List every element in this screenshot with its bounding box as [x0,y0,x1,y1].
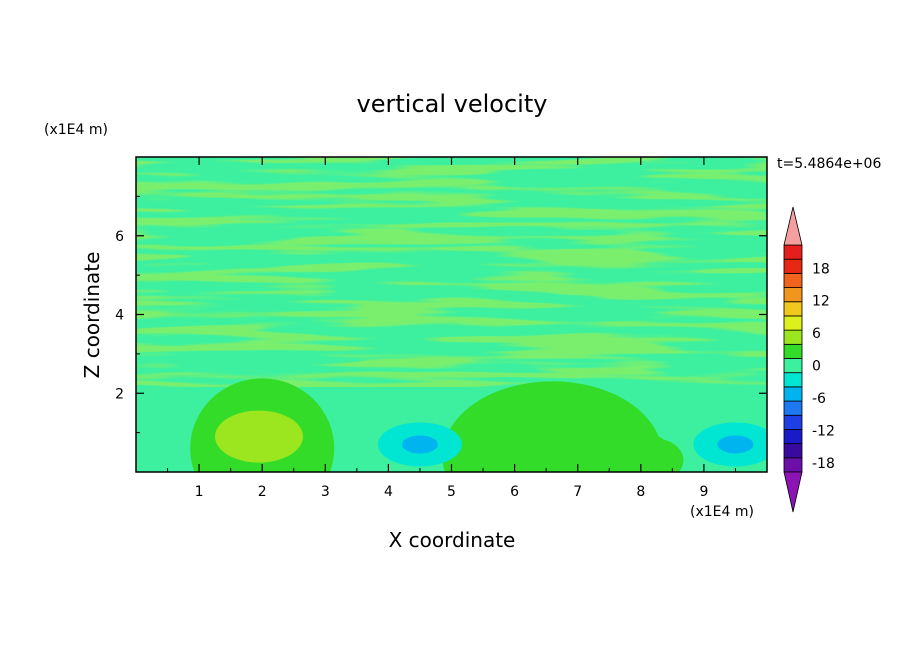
colorbar-swatch [783,244,803,260]
x-tick-label: 9 [699,484,708,500]
x-tick-label: 3 [321,484,330,500]
x-axis-label: X coordinate [389,528,516,552]
colorbar-swatch [783,372,803,388]
x-tick-label: 8 [636,484,645,500]
colorbar-tick-label: -6 [812,391,826,407]
colorbar-tick-label: -12 [812,423,835,439]
colorbar-swatch [783,443,803,459]
green-bands [136,157,767,387]
colorbar-swatch [783,414,803,430]
y-tick-label: 4 [115,308,124,324]
x-tick-label: 4 [384,484,393,500]
colorbar-swatch [783,358,803,374]
colorbar-tick-label: 18 [812,261,830,277]
x-tick-label: 1 [195,484,204,500]
x-tick-label: 7 [573,484,582,500]
x-tick-label: 2 [258,484,267,500]
updraft-core [485,434,518,463]
colorbar-swatch [783,258,803,274]
x-axis: 1 2 3 4 5 6 7 8 9 [167,157,736,500]
colorbar-swatch [783,429,803,445]
colorbar-tick-label: 0 [812,359,821,375]
colorbar-swatch [783,272,803,288]
colorbar-swatch [783,386,803,402]
chart-title: vertical velocity [357,90,548,118]
updraft-core [637,446,670,472]
colorbar: 18 12 6 0 -6 -12 -18 [783,206,835,513]
x-tick-label: 6 [510,484,519,500]
colorbar-swatch [783,400,803,416]
y-unit-label: (x1E4 m) [44,122,108,138]
colorbar-swatch [783,343,803,359]
y-axis-label: Z coordinate [80,252,104,379]
x-tick-label: 5 [447,484,456,500]
colorbar-swatch [783,301,803,317]
colorbar-top-triangle [783,206,803,246]
y-tick-label: 2 [115,386,124,402]
colorbar-swatch [783,457,803,473]
time-label: t=5.4864e+06 [777,156,881,172]
y-tick-label: 6 [115,229,124,245]
y-axis: 2 4 6 [115,195,767,434]
colorbar-swatch [783,315,803,331]
downdraft-core [401,435,438,454]
colorbar-tick-label: 6 [812,326,821,342]
updraft-core [214,410,303,463]
colorbar-bottom-triangle [783,471,803,513]
contour-field [136,157,767,472]
x-unit-label: (x1E4 m) [690,504,754,520]
downdraft-core [717,435,754,454]
colorbar-tick-label: -18 [812,456,835,472]
colorbar-tick-label: 12 [812,294,830,310]
colorbar-swatch [783,329,803,345]
lower-features [190,378,767,472]
colorbar-swatch [783,287,803,303]
